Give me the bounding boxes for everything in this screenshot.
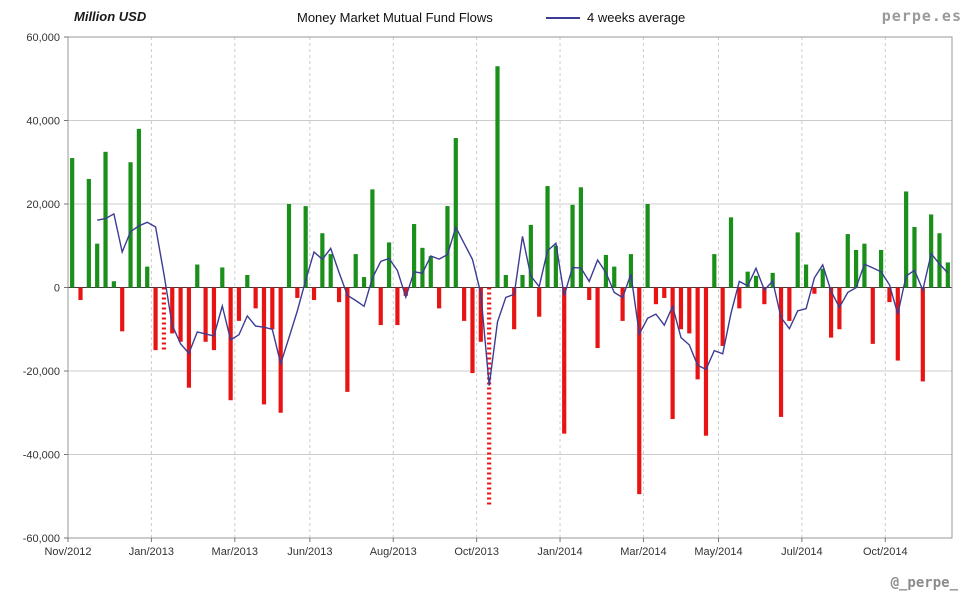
- svg-text:Mar/2013: Mar/2013: [212, 546, 258, 558]
- svg-text:-20,000: -20,000: [23, 366, 60, 378]
- svg-text:Mar/2014: Mar/2014: [620, 546, 666, 558]
- svg-text:May/2014: May/2014: [694, 546, 742, 558]
- svg-text:Jan/2013: Jan/2013: [129, 546, 174, 558]
- svg-text:Oct/2014: Oct/2014: [863, 546, 908, 558]
- chart-title: Money Market Mutual Fund Flows: [297, 10, 493, 25]
- svg-text:Jun/2013: Jun/2013: [287, 546, 332, 558]
- legend: 4 weeks average: [546, 10, 685, 25]
- svg-text:0: 0: [54, 283, 60, 295]
- svg-text:Jul/2014: Jul/2014: [781, 546, 823, 558]
- legend-label: 4 weeks average: [587, 10, 686, 25]
- site-watermark: perpe.es: [881, 7, 962, 25]
- y-axis-title: Million USD: [74, 9, 147, 24]
- svg-text:Nov/2012: Nov/2012: [44, 546, 91, 558]
- twitter-handle: @_perpe_: [890, 575, 958, 591]
- svg-text:-60,000: -60,000: [23, 533, 60, 545]
- svg-text:Oct/2013: Oct/2013: [454, 546, 499, 558]
- svg-text:Jan/2014: Jan/2014: [537, 546, 582, 558]
- svg-text:Aug/2013: Aug/2013: [370, 546, 417, 558]
- svg-text:60,000: 60,000: [26, 32, 60, 44]
- svg-text:20,000: 20,000: [26, 199, 60, 211]
- svg-text:-40,000: -40,000: [23, 450, 60, 462]
- svg-text:40,000: 40,000: [26, 116, 60, 128]
- legend-line-swatch: [546, 16, 580, 19]
